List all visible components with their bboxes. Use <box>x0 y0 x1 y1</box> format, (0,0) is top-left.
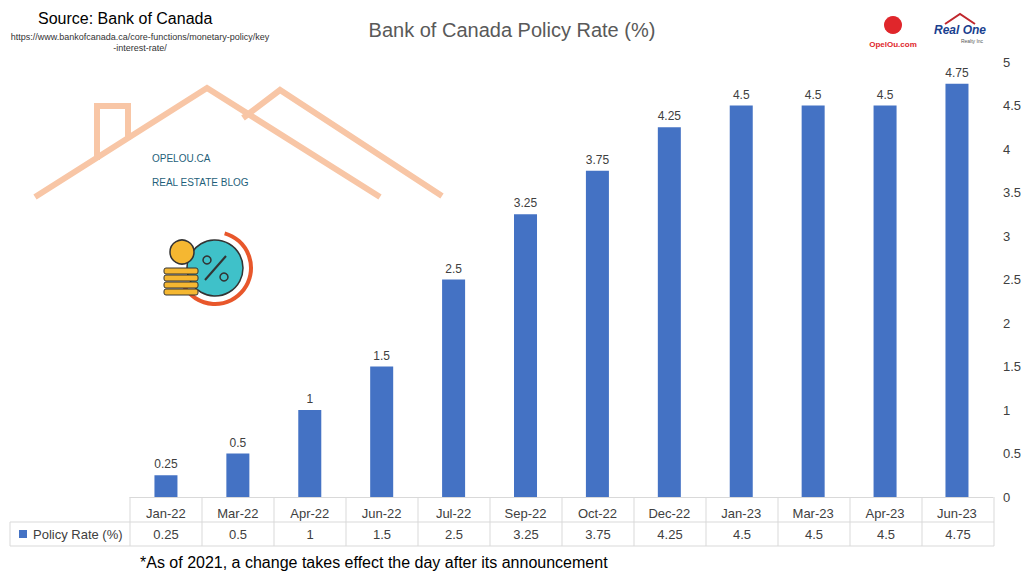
svg-text:4.5: 4.5 <box>733 88 750 102</box>
svg-text:4.5: 4.5 <box>877 88 894 102</box>
svg-text:Jun-23: Jun-23 <box>937 506 977 521</box>
svg-text:0.5: 0.5 <box>230 436 247 450</box>
svg-text:0: 0 <box>1003 490 1010 505</box>
svg-text:REAL ESTATE BLOG: REAL ESTATE BLOG <box>152 177 249 188</box>
svg-text:Source: Bank of Canada: Source: Bank of Canada <box>38 10 212 27</box>
svg-text:4.5: 4.5 <box>805 527 823 542</box>
svg-text:1: 1 <box>306 527 313 542</box>
svg-text:4.75: 4.75 <box>945 66 969 80</box>
svg-text:4.25: 4.25 <box>658 109 682 123</box>
svg-text:4.5: 4.5 <box>733 527 751 542</box>
svg-text:2: 2 <box>1003 316 1010 331</box>
svg-text:Dec-22: Dec-22 <box>648 506 690 521</box>
svg-text:3: 3 <box>1003 229 1010 244</box>
svg-text:4.25: 4.25 <box>657 527 682 542</box>
svg-text:Mar-23: Mar-23 <box>793 506 834 521</box>
svg-text:1.5: 1.5 <box>1003 359 1021 374</box>
svg-text:Oct-22: Oct-22 <box>578 506 617 521</box>
svg-text:Jun-22: Jun-22 <box>362 506 402 521</box>
svg-text:OpelOu.com: OpelOu.com <box>869 40 917 49</box>
svg-text:OPELOU.CA: OPELOU.CA <box>152 153 211 164</box>
svg-text:1: 1 <box>1003 403 1010 418</box>
svg-text:3.5: 3.5 <box>1003 185 1021 200</box>
svg-text:4.5: 4.5 <box>1003 98 1021 113</box>
svg-text:Real One: Real One <box>934 23 986 37</box>
svg-text:3.75: 3.75 <box>585 527 610 542</box>
svg-text:3.75: 3.75 <box>586 153 610 167</box>
svg-text:Bank of Canada Policy Rate (%): Bank of Canada Policy Rate (%) <box>369 19 656 41</box>
svg-text:5: 5 <box>1003 55 1010 70</box>
svg-text:https://www.bankofcanada.ca/co: https://www.bankofcanada.ca/core-functio… <box>11 32 270 42</box>
svg-text:0.25: 0.25 <box>153 527 178 542</box>
svg-text:2.5: 2.5 <box>1003 272 1021 287</box>
svg-text:*As of 2021, a change takes ef: *As of 2021, a change takes effect the d… <box>140 554 608 571</box>
svg-text:4.75: 4.75 <box>945 527 970 542</box>
svg-text:4: 4 <box>1003 142 1010 157</box>
svg-text:0.25: 0.25 <box>154 457 178 471</box>
svg-text:Realty Inc: Realty Inc <box>961 38 984 44</box>
svg-text:Sep-22: Sep-22 <box>505 506 547 521</box>
svg-text:Mar-22: Mar-22 <box>217 506 258 521</box>
svg-text:Apr-23: Apr-23 <box>866 506 905 521</box>
svg-text:Jan-22: Jan-22 <box>146 506 186 521</box>
svg-text:Jan-23: Jan-23 <box>721 506 761 521</box>
svg-text:0.5: 0.5 <box>229 527 247 542</box>
svg-text:1: 1 <box>306 392 313 406</box>
svg-text:3.25: 3.25 <box>513 527 538 542</box>
svg-text:3.25: 3.25 <box>514 196 538 210</box>
svg-text:4.5: 4.5 <box>805 88 822 102</box>
svg-text:Jul-22: Jul-22 <box>436 506 471 521</box>
svg-text:2.5: 2.5 <box>445 527 463 542</box>
svg-text:4.5: 4.5 <box>877 527 895 542</box>
svg-text:1.5: 1.5 <box>373 349 390 363</box>
svg-text:2.5: 2.5 <box>445 262 462 276</box>
svg-text:1.5: 1.5 <box>373 527 391 542</box>
svg-text:Apr-22: Apr-22 <box>290 506 329 521</box>
svg-text:0.5: 0.5 <box>1003 446 1021 461</box>
svg-text:-interest-rate/: -interest-rate/ <box>113 43 167 53</box>
svg-text:Policy Rate (%): Policy Rate (%) <box>33 527 123 542</box>
